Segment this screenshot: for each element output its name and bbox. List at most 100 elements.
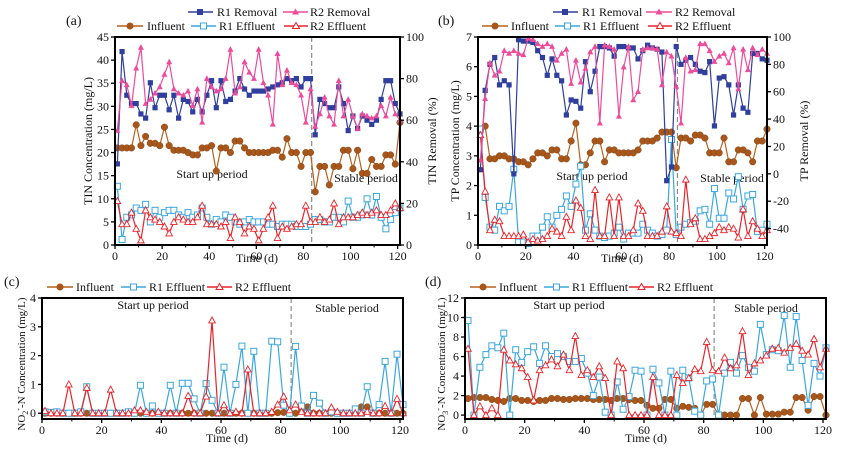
data-point: [207, 316, 217, 324]
data-point: [724, 222, 733, 231]
data-point: [175, 115, 182, 121]
data-point: [697, 40, 704, 47]
data-point: [810, 393, 818, 401]
data-point: [589, 372, 598, 380]
data-point: [595, 373, 603, 381]
data-point: [190, 408, 199, 417]
data-point: [606, 43, 613, 49]
data-point: [184, 391, 193, 399]
y-tick-label: 45: [97, 30, 109, 44]
data-point: [221, 217, 230, 225]
data-point: [136, 235, 145, 244]
data-point: [673, 411, 681, 419]
data-point: [178, 379, 186, 387]
data-point: [500, 397, 508, 405]
data-point: [710, 185, 718, 193]
y2-tick-label: -20: [773, 194, 789, 208]
data-point: [481, 187, 490, 195]
data-point: [500, 207, 508, 215]
data-point: [301, 201, 310, 209]
data-point: [387, 216, 395, 224]
data-point: [482, 351, 490, 359]
data-point: [255, 408, 264, 417]
data-point: [734, 233, 743, 241]
series-influent: [476, 119, 771, 172]
data-point: [653, 134, 661, 142]
data-point: [335, 162, 343, 170]
x-tick-label: 40: [203, 249, 215, 263]
x-tick-label: 120: [814, 423, 832, 437]
data-point: [321, 408, 330, 417]
data-point: [549, 43, 556, 49]
data-point: [709, 400, 717, 408]
data-point: [720, 134, 728, 142]
data-point: [687, 67, 694, 74]
data-point: [325, 215, 334, 223]
data-point: [354, 125, 361, 131]
data-point: [706, 220, 714, 228]
data-point: [725, 59, 732, 66]
data-point: [557, 231, 566, 240]
data-point: [142, 100, 149, 106]
data-point: [663, 226, 671, 234]
panel-d-ylabel: NO3--N Concentration (mg/L): [434, 297, 450, 430]
data-point: [510, 47, 517, 53]
data-point: [375, 401, 383, 409]
data-point: [804, 401, 812, 409]
data-point: [710, 228, 719, 237]
x-tick-label: 120: [389, 249, 407, 263]
data-point: [297, 219, 306, 228]
data-point: [172, 408, 181, 417]
y2-tick-label: 40: [406, 155, 418, 169]
data-point: [482, 87, 488, 93]
data-point: [635, 56, 641, 62]
data-point: [553, 395, 561, 403]
data-point: [123, 81, 130, 88]
data-point: [586, 149, 594, 157]
x-tick-label: 20: [96, 423, 108, 437]
data-point: [293, 81, 300, 88]
legend-r2-effluent: R2 Effluent: [207, 280, 292, 294]
data-point: [663, 48, 670, 55]
y2-tick-label: -40: [773, 222, 789, 236]
data-point: [591, 226, 599, 234]
data-point: [544, 72, 550, 78]
data-point: [241, 86, 248, 92]
data-point: [744, 66, 751, 73]
data-point: [354, 146, 362, 154]
data-point: [520, 51, 527, 58]
data-point: [567, 202, 575, 210]
data-point: [207, 219, 216, 228]
data-point: [529, 396, 538, 404]
data-point: [539, 54, 546, 61]
data-point: [270, 84, 276, 90]
data-point: [112, 408, 121, 417]
data-point: [235, 217, 244, 225]
data-point: [583, 395, 591, 403]
data-point: [697, 411, 705, 419]
data-point: [730, 158, 738, 166]
data-point: [636, 410, 646, 419]
data-point: [387, 151, 395, 159]
data-point: [278, 222, 287, 230]
data-point: [702, 69, 708, 76]
data-point: [321, 162, 329, 170]
data-point: [529, 155, 537, 163]
data-point: [138, 111, 144, 117]
data-point: [256, 88, 262, 94]
data-point: [673, 82, 680, 89]
data-point: [231, 407, 240, 415]
data-point: [495, 202, 503, 210]
data-point: [563, 46, 570, 52]
data-point: [485, 225, 495, 234]
data-point: [758, 137, 766, 145]
plot-frame: [464, 297, 827, 420]
data-point: [619, 231, 628, 240]
data-point: [792, 394, 800, 402]
data-point: [749, 158, 757, 166]
data-point: [577, 162, 585, 170]
data-point: [549, 56, 555, 62]
x-tick-label: 120: [391, 423, 409, 437]
data-point: [505, 202, 513, 210]
